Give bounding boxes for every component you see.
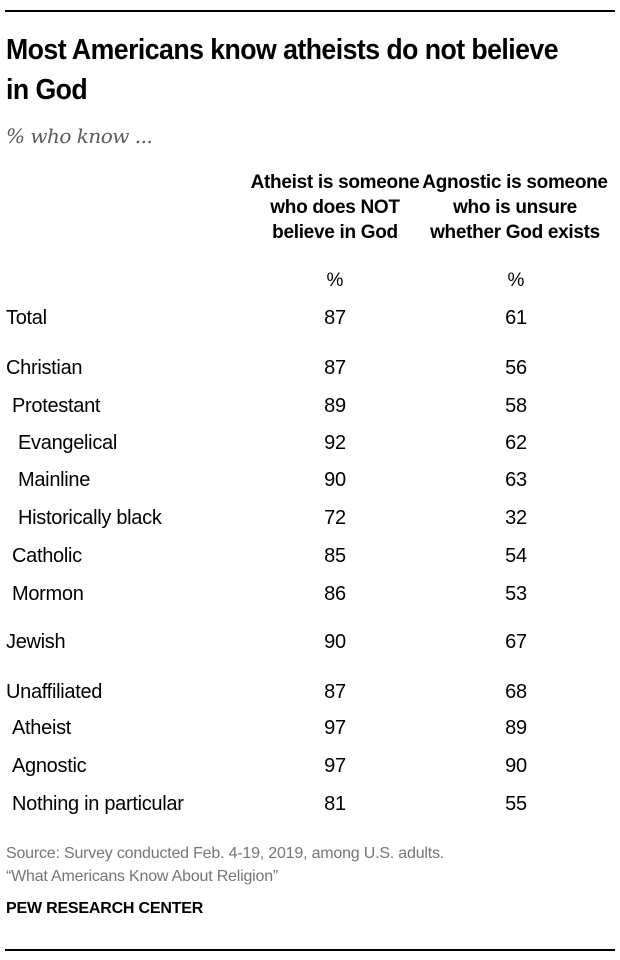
table-row: Atheist 97 89	[0, 713, 620, 743]
agnostic-value: 56	[505, 357, 527, 379]
row-label: Protestant	[12, 395, 101, 417]
atheist-value: 90	[324, 631, 346, 653]
row-label: Total	[6, 307, 47, 329]
unit-label-agnostic: %	[507, 270, 525, 291]
atheist-value: 72	[324, 507, 346, 529]
row-label: Christian	[6, 357, 83, 379]
row-label: Nothing in particular	[12, 793, 184, 815]
table-row: Christian 87 56	[0, 353, 620, 383]
atheist-value: 97	[324, 755, 346, 777]
atheist-value: 87	[324, 681, 346, 703]
agnostic-value: 68	[505, 681, 527, 703]
column-header-atheist: Atheist is someone who does NOT believe …	[250, 172, 420, 243]
agnostic-value: 67	[505, 631, 527, 653]
atheist-value: 81	[324, 793, 346, 815]
row-label: Evangelical	[18, 432, 117, 454]
table-row: Mormon 86 53	[0, 579, 620, 609]
atheist-value: 92	[324, 432, 346, 454]
atheist-value: 89	[324, 395, 346, 417]
source-line-2: “What Americans Know About Religion”	[6, 868, 279, 885]
row-label: Agnostic	[12, 755, 87, 777]
row-label: Catholic	[12, 545, 82, 567]
table-row: Nothing in particular 81 55	[0, 789, 620, 819]
agnostic-value: 53	[505, 583, 527, 605]
row-label: Unaffiliated	[6, 681, 103, 703]
unit-label-atheist: %	[326, 270, 344, 291]
agnostic-value: 61	[505, 307, 527, 329]
agnostic-value: 62	[505, 432, 527, 454]
column-header-agnostic: Agnostic is someone who is unsure whethe…	[422, 172, 608, 243]
atheist-value: 97	[324, 717, 346, 739]
table-row: Mainline 90 63	[0, 465, 620, 495]
row-label: Mormon	[12, 583, 84, 605]
chart-subtitle: % who know ...	[6, 124, 153, 148]
row-label: Mainline	[18, 469, 91, 491]
table-row: Total 87 61	[0, 303, 620, 333]
atheist-value: 87	[324, 357, 346, 379]
agnostic-value: 32	[505, 507, 527, 529]
table-row: Catholic 85 54	[0, 541, 620, 571]
agnostic-value: 63	[505, 469, 527, 491]
agnostic-value: 55	[505, 793, 527, 815]
agnostic-value: 54	[505, 545, 527, 567]
atheist-value: 87	[324, 307, 346, 329]
table-row: Jewish 90 67	[0, 627, 620, 657]
table-row: Protestant 89 58	[0, 391, 620, 421]
row-label: Historically black	[18, 507, 162, 529]
table-row: Agnostic 97 90	[0, 751, 620, 781]
table-row: Historically black 72 32	[0, 503, 620, 533]
row-label: Atheist	[12, 717, 72, 739]
table-row: Evangelical 92 62	[0, 428, 620, 458]
top-rule	[5, 10, 615, 12]
chart-title: Most Americans know atheists do not beli…	[6, 34, 559, 106]
source-note: Source: Survey conducted Feb. 4-19, 2019…	[6, 842, 444, 888]
table-row: Unaffiliated 87 68	[0, 677, 620, 707]
source-line-1: Source: Survey conducted Feb. 4-19, 2019…	[6, 845, 445, 862]
atheist-value: 90	[324, 469, 346, 491]
agnostic-value: 90	[505, 755, 527, 777]
bottom-rule	[5, 949, 615, 951]
agnostic-value: 58	[505, 395, 527, 417]
agnostic-value: 89	[505, 717, 527, 739]
atheist-value: 86	[324, 583, 346, 605]
atheist-value: 85	[324, 545, 346, 567]
brand-logo-text: PEW RESEARCH CENTER	[6, 900, 204, 917]
row-label: Jewish	[6, 631, 66, 653]
